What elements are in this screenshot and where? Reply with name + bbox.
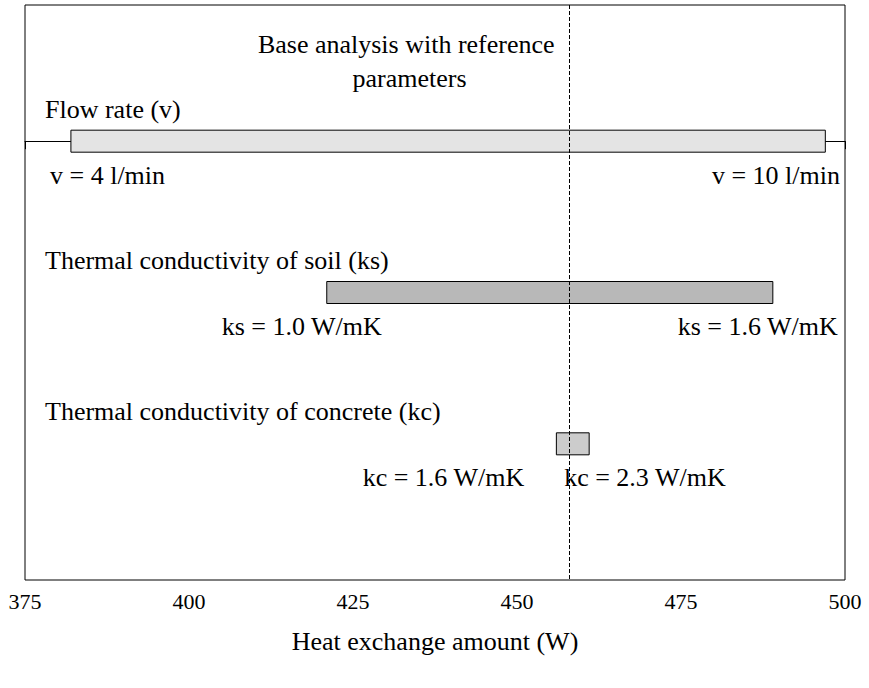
svg-text:v = 4 l/min: v = 4 l/min <box>50 161 165 190</box>
svg-text:500: 500 <box>829 589 862 614</box>
svg-text:ks = 1.6 W/mK: ks = 1.6 W/mK <box>678 312 838 341</box>
svg-text:400: 400 <box>173 589 206 614</box>
svg-text:475: 475 <box>665 589 698 614</box>
svg-text:kc = 1.6 W/mK: kc = 1.6 W/mK <box>363 463 525 492</box>
svg-text:450: 450 <box>501 589 534 614</box>
svg-text:375: 375 <box>9 589 42 614</box>
svg-text:parameters: parameters <box>352 64 466 93</box>
svg-text:v = 10 l/min: v = 10 l/min <box>712 161 840 190</box>
svg-text:Flow rate (v): Flow rate (v) <box>45 95 181 124</box>
svg-text:kc = 2.3 W/mK: kc = 2.3 W/mK <box>564 463 726 492</box>
svg-text:Heat exchange amount (W): Heat exchange amount (W) <box>292 627 579 656</box>
svg-text:ks = 1.0 W/mK: ks = 1.0 W/mK <box>222 312 382 341</box>
svg-text:Base analysis with reference: Base analysis with reference <box>258 30 561 59</box>
svg-text:Thermal conductivity of concre: Thermal conductivity of concrete (kc) <box>45 397 441 426</box>
svg-text:Thermal conductivity of soil (: Thermal conductivity of soil (ks) <box>45 246 389 275</box>
svg-text:425: 425 <box>337 589 370 614</box>
